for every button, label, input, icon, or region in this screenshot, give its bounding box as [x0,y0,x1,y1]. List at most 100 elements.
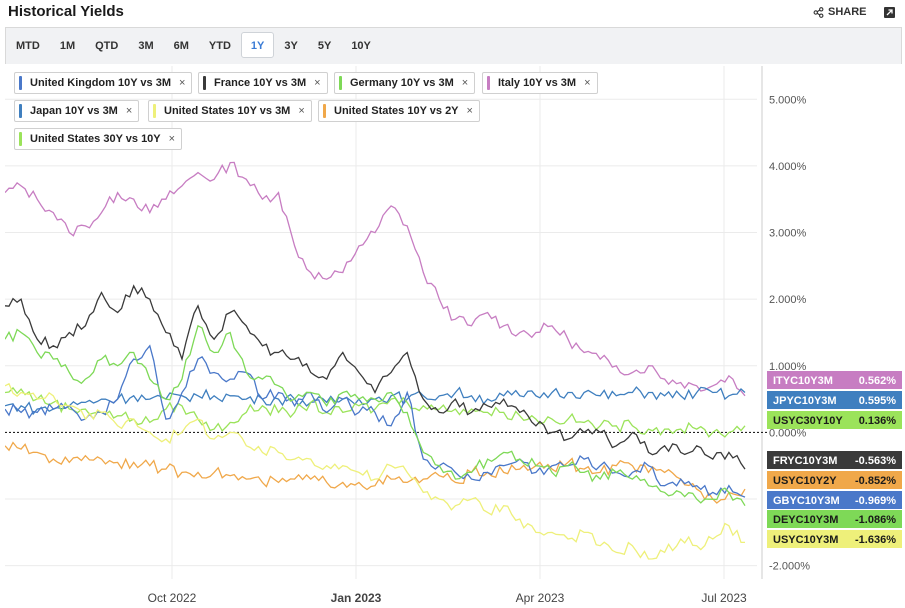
tab-3m[interactable]: 3M [138,40,154,52]
header-bar: Historical Yields SHARE [0,0,905,26]
series-line [5,386,746,438]
series-line [5,344,746,498]
series-line [5,441,746,504]
legend-color-swatch [339,76,342,90]
close-icon[interactable]: × [125,105,133,117]
series-value-label: USYC10Y3M -1.636% [767,530,902,548]
series-value-label: FRYC10Y3M -0.563% [767,451,902,469]
y-tick-label: 2.000% [769,294,807,306]
close-icon[interactable]: × [179,77,186,89]
series-value-label: DEYC10Y3M -1.086% [767,510,902,528]
series-value-badge [767,411,902,429]
range-tabs: MTD 1M QTD 3M 6M YTD 1Y 3Y 5Y 10Y [6,32,381,60]
series-code: ITYC10Y3M [773,375,833,387]
legend-chip-label: Japan 10Y vs 3M [30,105,118,117]
series-code: JPYC10Y3M [773,395,837,407]
series-code: FRYC10Y3M [773,455,837,467]
close-icon[interactable]: × [314,77,321,89]
x-tick-label: Jul 2023 [701,591,747,605]
legend-chip[interactable]: United Kingdom 10Y vs 3M × [14,72,193,94]
series-last-value: 0.595% [859,395,897,407]
share-icon [813,6,824,18]
legend-chip-label: Italy 10Y vs 3M [498,77,577,89]
external-link-icon [886,9,893,16]
series-value-badge [767,510,902,528]
tab-mtd[interactable]: MTD [16,40,40,52]
series-code: USYC10Y3M [773,534,838,546]
close-icon[interactable]: × [466,105,473,117]
y-tick-label: 0.000% [769,427,807,439]
series-last-value: -1.086% [855,514,896,526]
series-last-value: -0.969% [855,495,896,507]
chart-area: 5.000% 4.000% 3.000% 2.000% 1.000% 0.000% -2.0… [5,64,902,607]
series-value-label: ITYC10Y3M 0.562% [767,371,902,389]
close-icon[interactable]: × [298,105,305,117]
series-code: USYC10Y2Y [773,475,837,487]
tab-qtd[interactable]: QTD [95,40,119,52]
series-line [5,324,746,507]
series-last-value: -1.636% [855,534,896,546]
tab-3y[interactable]: 3Y [284,40,298,52]
legend-chip-label: France 10Y vs 3M [214,77,307,89]
series-value-badge [767,391,902,409]
legend-color-swatch [153,104,156,118]
legend-color-swatch [19,104,22,118]
series-line [5,161,746,397]
series-last-value: 0.562% [859,375,897,387]
y-tick-label: 1.000% [769,361,807,373]
legend-chip-label: United Kingdom 10Y vs 3M [30,77,171,89]
tab-1y[interactable]: 1Y [240,32,275,58]
x-tick-label: Apr 2023 [516,591,565,605]
legend-chip[interactable]: Japan 10Y vs 3M × [14,100,140,122]
x-tick-label: Oct 2022 [148,591,197,605]
legend-chip-label: United States 10Y vs 3M [164,105,291,117]
legend-color-swatch [323,104,326,118]
series-line [5,284,746,470]
y-tick-label: 5.000% [769,94,807,106]
series-value-badge [767,471,902,489]
close-icon[interactable]: × [584,77,591,89]
y-tick-label: 4.000% [769,161,807,173]
expand-button[interactable] [884,7,895,18]
legend-chip[interactable]: United States 10Y vs 2Y × [318,100,480,122]
series-value-badge [767,530,902,548]
legend-chip[interactable]: United States 30Y vs 10Y × [14,128,183,150]
y-tick-label: -2.000% [769,561,810,573]
series-code: USYC30Y10Y [773,415,843,427]
x-tick-label: Jan 2023 [331,591,382,605]
close-icon[interactable]: × [168,133,176,145]
series-line [5,382,745,560]
legend-color-swatch [487,76,490,90]
legend-color-swatch [203,76,206,90]
share-label: SHARE [828,6,867,18]
series-value-badge [767,451,902,469]
legend-chip[interactable]: United States 10Y vs 3M × [148,100,312,122]
tab-1m[interactable]: 1M [59,40,76,52]
series-value-badge [767,371,902,389]
y-tick-label: 3.000% [769,228,807,240]
series-code: DEYC10Y3M [773,514,838,526]
legend-chip-label: United States 10Y vs 2Y [334,105,459,117]
legend-chip-label: Germany 10Y vs 3M [350,77,454,89]
tab-5y[interactable]: 5Y [317,40,332,52]
close-icon[interactable]: × [461,77,469,89]
legend-chip[interactable]: France 10Y vs 3M × [198,72,328,94]
legend-chip[interactable]: Germany 10Y vs 3M × [334,72,476,94]
tab-10y[interactable]: 10Y [351,40,371,52]
series-last-value: -0.563% [855,455,896,467]
legend-chip[interactable]: Italy 10Y vs 3M × [482,72,598,94]
series-last-value: -0.852% [855,475,896,487]
page-title: Historical Yields [8,3,124,20]
series-value-label: USYC30Y10Y 0.136% [767,411,902,429]
legend-chip-label: United States 30Y vs 10Y [30,133,161,145]
series-last-value: 0.136% [859,415,897,427]
yield-chart: 5.000% 4.000% 3.000% 2.000% 1.000% 0.000% -2.0… [5,66,902,605]
legend-color-swatch [19,76,22,90]
series-value-label: USYC10Y2Y -0.852% [767,471,902,489]
series-value-badge [767,491,902,509]
legend-color-swatch [19,132,22,146]
tab-6m[interactable]: 6M [173,40,189,52]
series-code: GBYC10Y3M [773,495,840,507]
share-button[interactable]: SHARE [813,6,867,18]
tab-ytd[interactable]: YTD [208,40,231,52]
